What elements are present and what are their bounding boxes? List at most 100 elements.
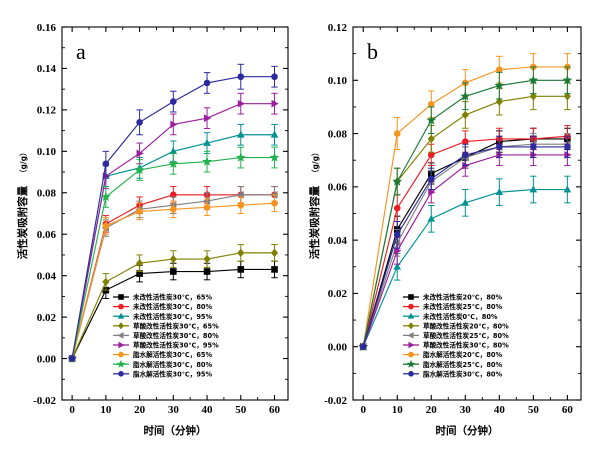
plot-canvas: -0.02 0.00 0.02 0.04 0.06 0.08 0.10 0.12 0.14 0.1… (16, 22, 289, 437)
x-axis-ticks: 0 10 20 30 40 50 60 (69, 27, 281, 416)
legend-marker (408, 294, 414, 300)
legend-label: 草酸改性活性炭30℃，65% (133, 321, 219, 330)
data-point-marker (237, 99, 246, 108)
data-point-marker (134, 164, 145, 175)
y-tick-label: 0.12 (37, 105, 57, 117)
y-tick-label: 0.04 (328, 235, 348, 247)
legend-item[interactable]: 脂水解活性炭25℃，80% (403, 359, 502, 369)
legend-item[interactable]: 未改性活性炭30℃，95% (113, 312, 212, 321)
legend-marker (118, 303, 124, 310)
legend-marker (118, 370, 124, 377)
data-point-marker (394, 247, 402, 255)
x-axis-ticks: 0 10 20 30 40 50 60 (360, 27, 573, 416)
legend-marker (406, 359, 416, 368)
data-point-marker (203, 203, 211, 211)
data-series (359, 135, 571, 351)
y-tick-label: 0.08 (328, 128, 348, 140)
data-series (358, 66, 573, 351)
y-tick-label: 0.00 (328, 342, 348, 354)
legend-label: 脂水解活性炭25℃，80% (422, 360, 502, 369)
svg-text:（g/g）: （g/g） (310, 149, 320, 177)
legend-item[interactable]: 草酸改性活性炭30℃，80% (403, 341, 509, 350)
legend-marker (117, 322, 125, 330)
x-tick-label: 40 (202, 404, 214, 416)
y-tick-label: 0.10 (37, 146, 57, 158)
data-point-marker (392, 176, 403, 186)
data-series (359, 175, 572, 350)
legend-item[interactable]: 未改性活性炭20℃，80% (403, 293, 502, 302)
y-axis-title: 活性炭吸附容量 （g/g） (16, 149, 29, 260)
data-point-marker (496, 66, 503, 73)
x-axis-title: 时间（分钟） (144, 424, 207, 437)
y-axis-title: 活性炭吸附容量 （g/g） (308, 149, 321, 260)
data-point-marker (270, 130, 279, 138)
data-point-marker (461, 151, 469, 159)
panel-letter: a (76, 39, 86, 64)
legend-label: 草酸改性活性炭30℃，95% (133, 341, 219, 350)
legend-item[interactable]: 脂水解活性炭30℃，65% (113, 350, 212, 359)
legend-item[interactable]: 未改性活性炭0℃，80% (403, 312, 498, 321)
legend-marker (117, 332, 124, 339)
svg-text:活性炭吸附容量: 活性炭吸附容量 (308, 185, 321, 259)
legend-marker (116, 359, 126, 368)
legend-label: 脂水解活性炭20℃，80% (422, 350, 502, 359)
legend-item[interactable]: 草酸改性活性炭30℃，65% (113, 321, 219, 330)
data-series (68, 194, 278, 362)
data-point-marker (204, 114, 212, 122)
legend-item[interactable]: 未改性活性炭30℃，65% (113, 293, 212, 302)
data-point-marker (563, 92, 571, 101)
data-point-marker (427, 151, 435, 159)
legend-marker (118, 341, 125, 349)
data-point-marker (563, 185, 572, 193)
legend-item[interactable]: 草酸改性活性炭25℃，80% (403, 331, 509, 340)
y-tick-label: 0.16 (37, 22, 57, 34)
legend-marker (118, 351, 124, 358)
data-point-marker (529, 92, 537, 101)
legend-item[interactable]: 脂水解活性炭30℃，95% (113, 369, 212, 378)
data-point-marker (393, 231, 401, 239)
legend-label: 未改性活性炭30℃，65% (133, 293, 212, 302)
legend-label: 未改性活性炭30℃，95% (133, 312, 212, 321)
data-point-marker (170, 206, 177, 213)
data-point-marker (169, 254, 177, 264)
data-point-marker (495, 188, 504, 196)
data-point-marker (428, 188, 436, 196)
data-point-marker (168, 158, 179, 168)
legend-item[interactable]: 未改性活性炭25℃，80% (403, 302, 502, 311)
legend-marker (408, 351, 414, 358)
data-point-marker (170, 98, 177, 105)
legend-item[interactable]: 草酸改性活性炭30℃，80% (113, 331, 219, 340)
legend-item[interactable]: 草酸改性活性炭30℃，95% (113, 341, 219, 350)
x-tick-label: 10 (392, 404, 404, 416)
legend-label: 未改性活性炭30℃，80% (133, 302, 212, 311)
legend-item[interactable]: 脂水解活性炭20℃，80% (403, 350, 502, 359)
plot-canvas: -0.02 0.00 0.02 0.04 0.06 0.08 0.10 0.12 0 10 20 30… (308, 22, 582, 437)
x-axis-title: 时间（分钟） (436, 424, 499, 437)
legend-marker (408, 370, 414, 377)
legend-item[interactable]: 草酸改性活性炭20℃，80% (403, 321, 509, 330)
y-tick-label: 0.08 (37, 188, 57, 200)
data-point-marker (427, 175, 435, 183)
data-point-marker (136, 119, 143, 126)
legend-item[interactable]: 未改性活性炭30℃，80% (113, 302, 212, 311)
data-point-marker (564, 143, 571, 151)
y-tick-label: 0.02 (37, 312, 57, 324)
y-tick-label: 0.10 (328, 75, 348, 87)
legend-item[interactable]: 脂水解活性炭30℃，80% (113, 359, 212, 369)
y-tick-label: 0.12 (328, 22, 348, 34)
data-point-marker (271, 99, 279, 108)
data-point-marker (271, 73, 278, 81)
x-tick-label: 30 (168, 404, 180, 416)
legend: 未改性活性炭30℃，65%未改性活性炭30℃，80%未改性活性炭30℃，95%草… (113, 293, 219, 378)
legend-marker (117, 312, 125, 319)
data-point-marker (271, 199, 278, 207)
data-point-marker (393, 130, 401, 137)
data-point-marker (530, 143, 537, 151)
data-point-marker (237, 248, 245, 258)
data-point-marker (170, 120, 178, 129)
legend-item[interactable]: 脂水解活性炭30℃，80% (403, 369, 502, 378)
data-series-group (358, 53, 573, 351)
data-point-marker (170, 268, 177, 275)
x-tick-label: 50 (235, 404, 247, 416)
